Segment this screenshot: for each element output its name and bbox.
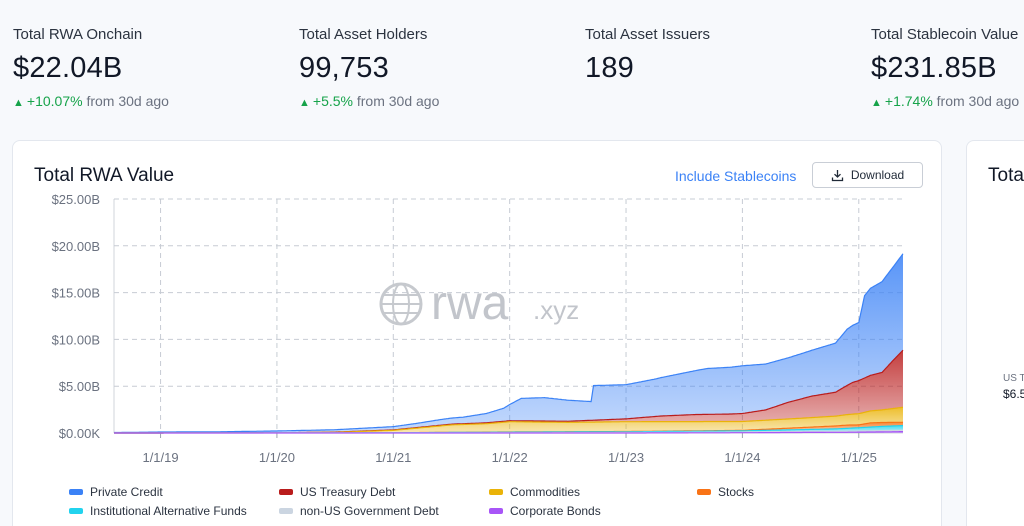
series-line-private-credit <box>114 253 904 434</box>
y-tick-label: $0.00K <box>59 426 101 441</box>
legend-item[interactable]: Corporate Bonds <box>489 504 601 518</box>
legend-item[interactable]: Stocks <box>697 485 754 499</box>
stat-label: Total Asset Holders <box>299 26 428 43</box>
stat-total-rwa: Total RWA Onchain $22.04B ▲ +10.07% from … <box>13 26 169 109</box>
y-tick-label: $25.00B <box>52 192 100 207</box>
legend-label: non-US Government Debt <box>300 504 439 518</box>
rwa-value-card: Total RWA Value Include Stablecoins Down… <box>12 140 942 526</box>
stat-change: ▲ +10.07% from 30d ago <box>13 93 169 109</box>
legend-swatch <box>69 508 83 514</box>
x-tick-label: 1/1/20 <box>259 450 295 465</box>
legend-label: Stocks <box>718 485 755 499</box>
legend-swatch <box>279 489 293 495</box>
x-tick-label: 1/1/19 <box>142 450 178 465</box>
legend-swatch <box>697 489 711 495</box>
legend-label: Private Credit <box>90 485 163 499</box>
x-tick-label: 1/1/22 <box>492 450 528 465</box>
watermark-brand: rwa <box>431 277 509 330</box>
download-button[interactable]: Download <box>812 162 923 188</box>
stat-change-pct: +10.07% <box>26 93 83 109</box>
x-tick-label: 1/1/24 <box>724 450 760 465</box>
legend-label: Institutional Alternative Funds <box>90 504 247 518</box>
legend-label: US Treasury Debt <box>300 485 396 499</box>
stat-value: $231.85B <box>871 52 997 84</box>
x-tick-label: 1/1/25 <box>841 450 877 465</box>
legend-item[interactable]: Institutional Alternative Funds <box>69 504 247 518</box>
triangle-up-icon: ▲ <box>299 97 310 109</box>
watermark-suffix: .xyz <box>533 295 579 325</box>
legend-item[interactable]: Commodities <box>489 485 580 499</box>
legend-swatch <box>489 489 503 495</box>
side-card: Total US T $6.5 <box>966 140 1024 526</box>
legend-swatch <box>279 508 293 514</box>
triangle-up-icon: ▲ <box>13 97 24 109</box>
series-area-commodities <box>114 407 903 433</box>
stat-value: 99,753 <box>299 52 389 84</box>
legend-item[interactable]: US Treasury Debt <box>279 485 395 499</box>
stat-label: Total RWA Onchain <box>13 26 143 43</box>
card-title: Total RWA Value <box>34 165 175 186</box>
y-tick-label: $10.00B <box>52 332 100 347</box>
side-card-title: Total <box>988 165 1024 186</box>
legend-item[interactable]: Private Credit <box>69 485 163 499</box>
stat-stablecoin-value: Total Stablecoin Value $231.85B ▲ +1.74% … <box>871 26 1019 109</box>
x-tick-label: 1/1/21 <box>375 450 411 465</box>
side-card-value: $6.5 <box>1003 387 1024 401</box>
stat-change-suffix: from 30d ago <box>356 93 440 109</box>
stat-change-pct: +1.74% <box>884 93 933 109</box>
stat-change-pct: +5.5% <box>312 93 353 109</box>
stat-asset-issuers: Total Asset Issuers 189 <box>585 26 710 85</box>
stat-change-suffix: from 30d ago <box>86 93 169 109</box>
include-stablecoins-toggle[interactable]: Include Stablecoins <box>675 168 797 184</box>
stat-label: Total Stablecoin Value <box>871 26 1019 43</box>
stat-asset-holders: Total Asset Holders 99,753 ▲ +5.5% from 3… <box>299 26 439 109</box>
y-tick-label: $15.00B <box>52 286 100 301</box>
x-tick-label: 1/1/23 <box>608 450 644 465</box>
series-area-private-credit <box>114 253 903 433</box>
stat-value: $22.04B <box>13 52 123 84</box>
stat-change: ▲ +5.5% from 30d ago <box>299 93 439 109</box>
y-tick-label: $5.00B <box>59 379 100 394</box>
stat-change: ▲ +1.74% from 30d ago <box>871 93 1019 109</box>
legend-label: Corporate Bonds <box>510 504 601 518</box>
legend-item[interactable]: non-US Government Debt <box>279 504 439 518</box>
download-label: Download <box>850 168 905 182</box>
legend-swatch <box>69 489 83 495</box>
legend-swatch <box>489 508 503 514</box>
series-line-corporate-bonds <box>114 431 903 434</box>
download-icon <box>831 169 843 181</box>
stat-change-suffix: from 30d ago <box>936 93 1020 109</box>
triangle-up-icon: ▲ <box>871 97 882 109</box>
rwa-area-chart: $0.00K $5.00B $10.00B $15.00B $20.00B $25.00B… <box>52 192 904 465</box>
y-tick-label: $20.00B <box>52 239 100 254</box>
stat-value: 189 <box>585 52 634 84</box>
legend-label: Commodities <box>510 485 581 499</box>
stat-label: Total Asset Issuers <box>585 26 711 43</box>
stats-row: Total RWA Onchain $22.04B ▲ +10.07% from … <box>0 0 1024 130</box>
side-card-label: US T <box>1003 373 1024 384</box>
